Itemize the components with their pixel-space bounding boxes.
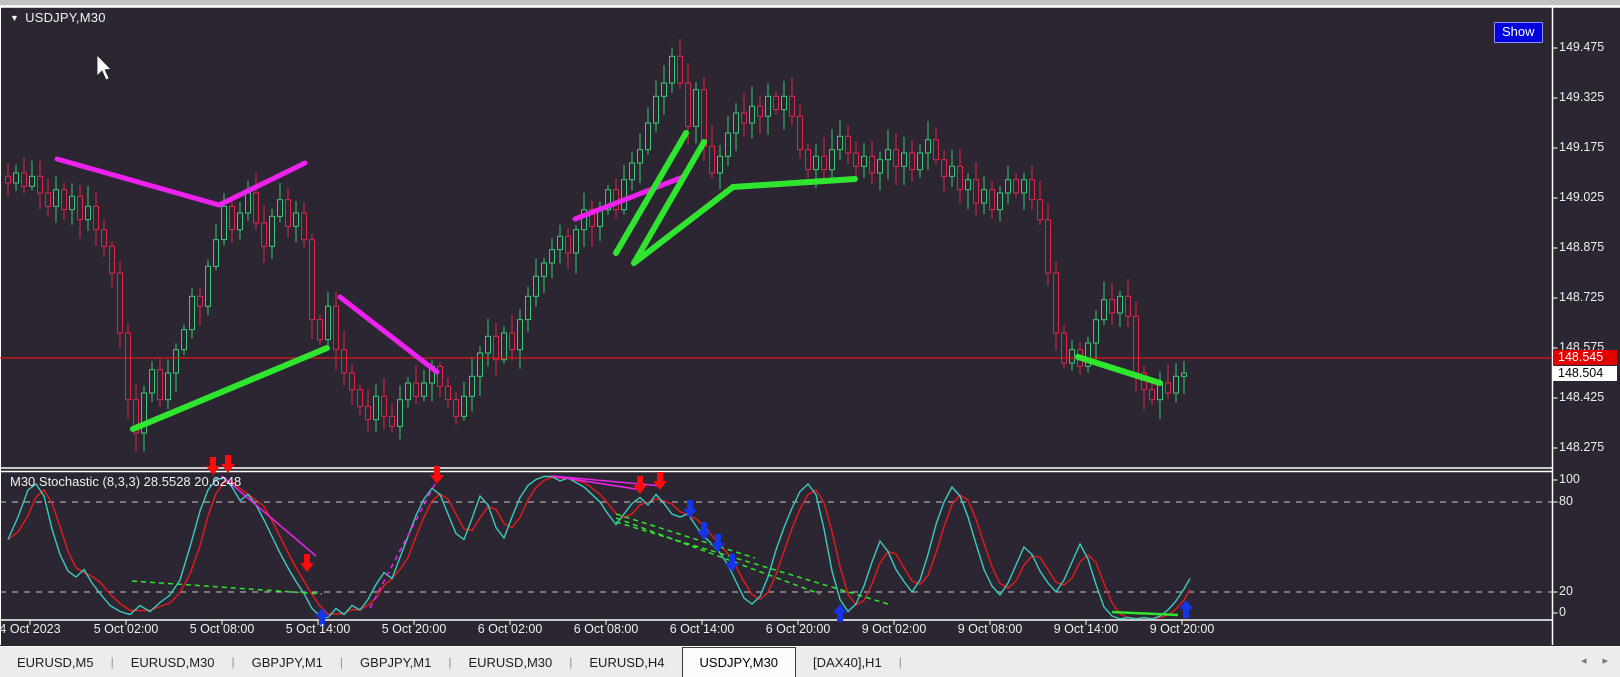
tab-gbpjpy-m1[interactable]: GBPJPY,M1 <box>251 654 323 670</box>
stochastic-d-line <box>7 476 1191 620</box>
tab-scroll-right-icon[interactable]: ▸ <box>1602 655 1608 667</box>
time-axis-label: 6 Oct 14:00 <box>669 622 735 636</box>
tab--dax40--h1[interactable]: [DAX40],H1 <box>813 654 882 670</box>
arrow-down-icon <box>430 466 444 484</box>
time-axis-label: 5 Oct 08:00 <box>189 622 255 636</box>
price-axis-label: 148.425 <box>1559 390 1605 404</box>
arrow-up-icon <box>315 608 329 626</box>
symbol-title: ▼ USDJPY,M30 <box>10 10 106 25</box>
tab-eurusd-m5[interactable]: EURUSD,M5 <box>17 654 94 670</box>
arrow-down-icon <box>206 457 220 475</box>
stochastic-level-label: 20 <box>1559 584 1573 598</box>
tab-divider: | <box>339 655 344 669</box>
tab-usdjpy-m30[interactable]: USDJPY,M30 <box>681 647 797 677</box>
symbol-title-label: USDJPY,M30 <box>25 10 106 25</box>
time-axis: 4 Oct 2023 5 Oct 02:00 5 Oct 08:00 5 Oct 14… <box>0 622 1552 640</box>
tab-scroll-controls: ◂ ▸ <box>1581 654 1608 667</box>
bid-price-badge: 148.504 <box>1553 366 1617 381</box>
tab-divider: | <box>569 655 573 669</box>
mouse-cursor-icon <box>96 54 112 81</box>
stochastic-indicator-label: M30 Stochastic (8,3,3) 28.5528 20.6248 <box>10 474 242 489</box>
time-axis-label: 5 Oct 14:00 <box>285 622 351 636</box>
signal-arrows <box>206 455 1193 626</box>
candlesticks <box>5 39 1187 452</box>
stochastic-levels <box>0 479 1558 614</box>
time-axis-label: 6 Oct 20:00 <box>765 622 831 636</box>
tab-eurusd-m30[interactable]: EURUSD,M30 <box>130 654 215 670</box>
arrow-down-icon <box>697 522 711 540</box>
chevron-down-icon[interactable]: ▼ <box>10 12 20 23</box>
arrow-down-icon <box>683 500 697 518</box>
time-axis-label: 5 Oct 20:00 <box>381 622 447 636</box>
price-axis-label: 148.275 <box>1559 440 1605 454</box>
arrow-down-icon <box>725 554 739 572</box>
time-axis-label: 9 Oct 08:00 <box>957 622 1023 636</box>
time-axis-ticks <box>29 620 1183 625</box>
tab-eurusd-m30[interactable]: EURUSD,M30 <box>468 654 553 670</box>
tab-divider: | <box>898 655 902 669</box>
time-axis-label: 9 Oct 02:00 <box>861 622 927 636</box>
arrow-down-icon <box>711 534 725 552</box>
time-axis-label: 5 Oct 02:00 <box>93 622 159 636</box>
time-axis-label: 6 Oct 02:00 <box>477 622 543 636</box>
tab-eurusd-h4[interactable]: EURUSD,H4 <box>589 654 665 670</box>
arrow-up-icon <box>833 604 847 622</box>
time-axis-label: 6 Oct 08:00 <box>573 622 639 636</box>
stochastic-level-label: 0 <box>1559 605 1566 619</box>
time-axis-label: 9 Oct 14:00 <box>1053 622 1119 636</box>
price-axis-label: 149.025 <box>1559 190 1605 204</box>
time-axis-label: 4 Oct 2023 <box>0 622 61 636</box>
time-axis-label: 9 Oct 20:00 <box>1149 622 1215 636</box>
stochastic-divergence-lines[interactable] <box>131 475 1179 617</box>
hline-price-badge: 148.545 <box>1553 350 1617 365</box>
stochastic-level-label: 100 <box>1559 472 1580 486</box>
price-axis-label: 149.175 <box>1559 140 1605 154</box>
tab-gbpjpy-m1[interactable]: GBPJPY,M1 <box>360 654 432 670</box>
window-borders <box>0 6 1620 645</box>
price-axis-label: 149.325 <box>1559 90 1605 104</box>
arrow-down-icon <box>633 476 647 494</box>
arrow-down-icon <box>300 554 314 572</box>
chart-tab-bar: EURUSD,M5 | EURUSD,M30 | GBPJPY,M1 | GBPJPY,M1… <box>0 646 1620 677</box>
price-axis-label: 148.875 <box>1559 240 1605 254</box>
tab-divider: | <box>448 655 452 669</box>
window-top-strip <box>0 0 1620 7</box>
tab-divider: | <box>110 655 114 669</box>
tab-scroll-left-icon[interactable]: ◂ <box>1580 655 1587 667</box>
stochastic-level-label: 80 <box>1559 494 1573 508</box>
arrow-down-icon <box>221 455 235 473</box>
price-axis-ticks <box>1552 47 1558 449</box>
tab-divider: | <box>231 655 235 669</box>
price-axis-label: 148.725 <box>1559 290 1605 304</box>
stochastic-k-line <box>7 475 1191 620</box>
show-button[interactable]: Show <box>1494 22 1543 43</box>
arrow-up-icon <box>1179 600 1193 618</box>
price-axis-label: 149.475 <box>1559 40 1605 54</box>
trend-lines[interactable] <box>54 130 1163 432</box>
arrow-down-icon <box>653 472 667 490</box>
